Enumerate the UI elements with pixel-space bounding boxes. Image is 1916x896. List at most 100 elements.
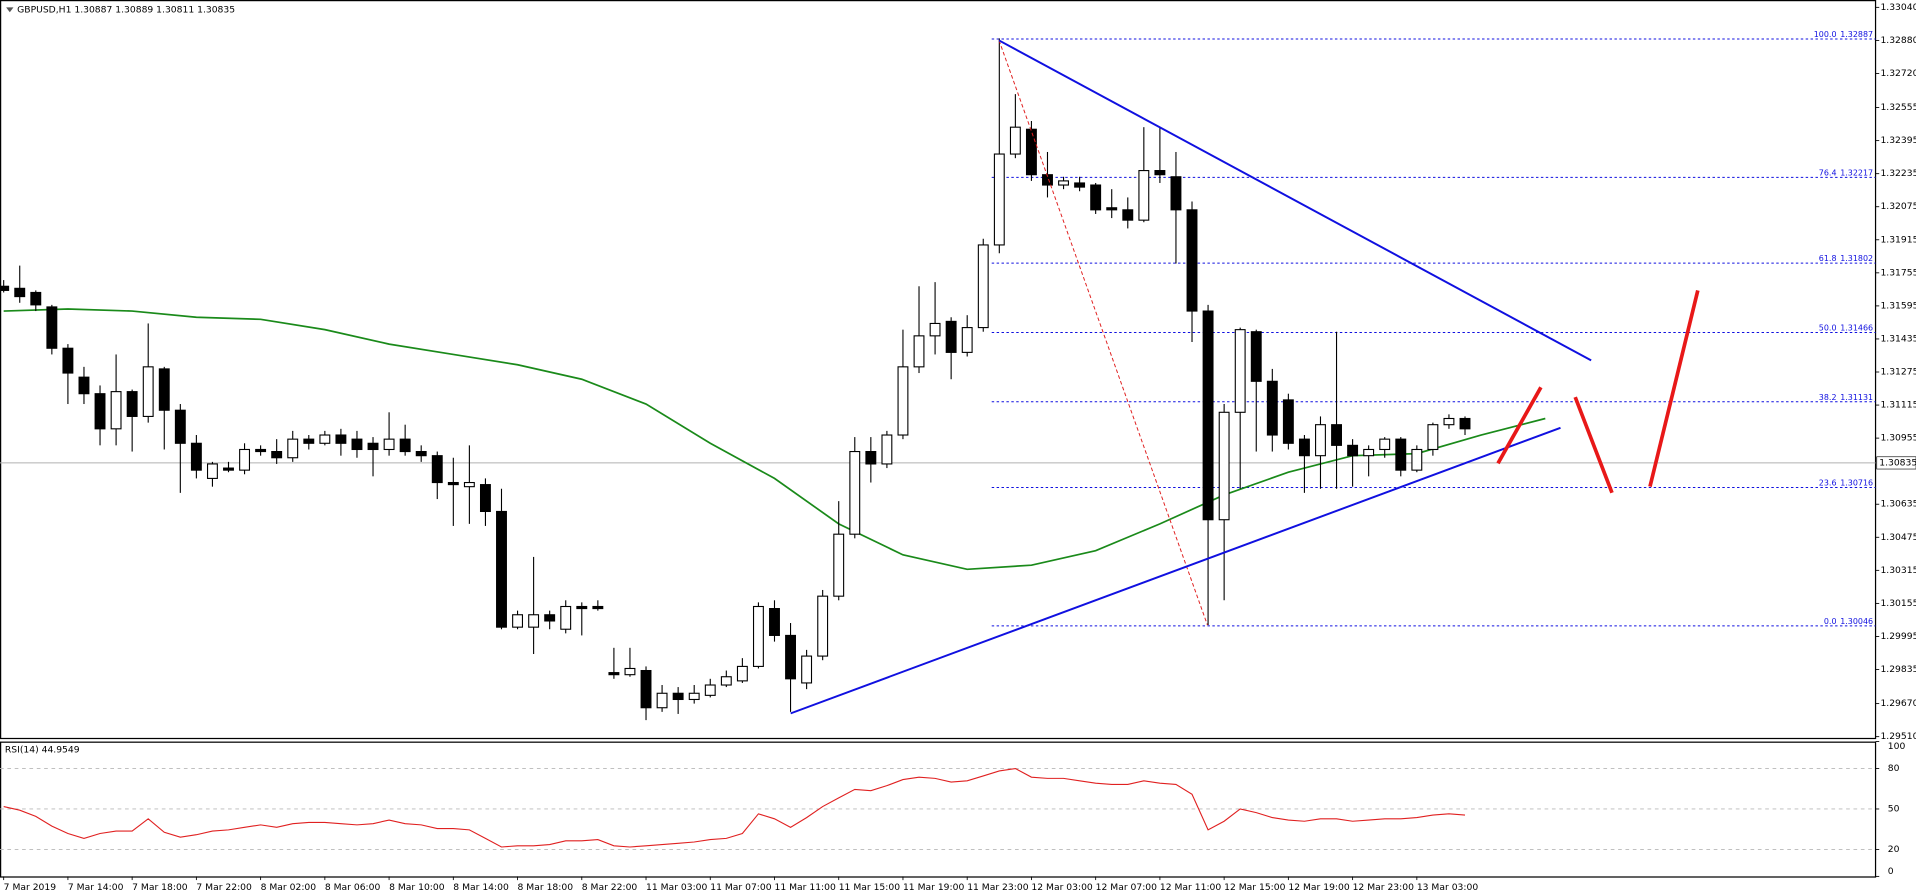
fib-label: 38.2 1.31131 <box>1819 392 1873 401</box>
bull-candle <box>704 684 716 696</box>
bull-candle <box>1315 424 1326 457</box>
bull-candle <box>1218 411 1230 521</box>
bear-candle <box>1298 438 1310 457</box>
bull-candle <box>1234 329 1246 413</box>
bear-candle <box>1202 310 1214 521</box>
bear-candle <box>1090 184 1102 211</box>
rsi-line <box>3 767 1466 848</box>
bull-candle <box>833 533 845 597</box>
support-trendline <box>790 426 1561 715</box>
rsi-tick-label: 80 <box>1888 763 1900 774</box>
moving-average <box>3 308 1546 571</box>
bear-candle <box>126 391 138 417</box>
y-tick-label: 1.31915 <box>1880 234 1916 245</box>
y-tick-label: 1.30315 <box>1880 565 1916 576</box>
bear-candle <box>592 605 604 610</box>
y-tick-label: 1.31595 <box>1880 300 1916 311</box>
bear-candle <box>769 608 780 636</box>
chart-title: GBPUSD,H1 1.30887 1.30889 1.30811 1.3083… <box>17 4 235 15</box>
fib-diagonal <box>998 40 1208 626</box>
bull-candle <box>624 667 636 676</box>
fib-price: 1.30046 <box>1840 617 1873 626</box>
y-tick-label: 1.30635 <box>1880 499 1916 510</box>
bull-candle <box>688 692 700 701</box>
bear-candle <box>1395 438 1407 471</box>
bull-candle <box>881 434 893 465</box>
y-tick-label: 1.33040 <box>1880 2 1916 13</box>
bear-candle <box>0 285 10 291</box>
rsi-label: RSI(14) 44.9549 <box>5 745 80 756</box>
bear-candle <box>14 287 26 298</box>
y-tick-label: 1.29510 <box>1880 731 1916 742</box>
bear-candle <box>46 306 58 349</box>
bull-candle <box>110 391 122 430</box>
bear-candle <box>399 438 411 453</box>
bull-candle <box>142 366 154 417</box>
x-tick-label: 8 Mar 18:00 <box>518 882 574 893</box>
fib-price: 1.32887 <box>1840 30 1873 39</box>
x-tick-label: 8 Mar 02:00 <box>261 882 317 893</box>
y-tick-label: 1.32555 <box>1880 102 1916 113</box>
symbol-icon <box>6 7 14 13</box>
forecast-arrow <box>1573 396 1614 494</box>
resistance-trendline <box>998 39 1592 362</box>
x-tick-label: 12 Mar 15:00 <box>1224 882 1286 893</box>
bull-candle <box>817 595 829 657</box>
fib-level: 38.2 <box>1819 392 1837 401</box>
bear-candle <box>544 614 556 622</box>
bull-candle <box>656 692 668 709</box>
x-tick-label: 7 Mar 22:00 <box>196 882 252 893</box>
bear-candle <box>223 467 234 471</box>
bull-candle <box>528 614 540 628</box>
x-tick-label: 12 Mar 23:00 <box>1353 882 1415 893</box>
bull-candle <box>1443 417 1455 426</box>
rsi-tick-label: 20 <box>1888 844 1900 855</box>
bear-candle <box>1347 444 1359 457</box>
rsi-tick-label: 50 <box>1888 803 1900 814</box>
bear-candle <box>945 320 957 353</box>
bull-candle <box>239 448 251 471</box>
x-tick-label: 8 Mar 22:00 <box>582 882 638 893</box>
bull-candle <box>993 153 1005 246</box>
bear-candle <box>496 510 507 628</box>
bull-candle <box>463 481 475 488</box>
y-tick-label: 1.32395 <box>1880 135 1916 146</box>
fib-price: 1.31466 <box>1840 323 1873 332</box>
bull-candle <box>720 676 732 686</box>
bear-candle <box>865 450 877 465</box>
fib-level: 100.0 <box>1814 30 1837 39</box>
y-tick-label: 1.32720 <box>1880 68 1916 79</box>
x-tick-label: 11 Mar 15:00 <box>839 882 901 893</box>
bear-candle <box>672 692 684 701</box>
x-tick-label: 12 Mar 03:00 <box>1031 882 1093 893</box>
y-tick-label: 1.30955 <box>1880 433 1916 444</box>
bear-candle <box>190 442 202 471</box>
bull-candle <box>752 605 764 667</box>
bull-candle <box>206 463 218 479</box>
bear-candle <box>576 605 588 610</box>
bull-candle <box>913 335 925 368</box>
fib-label: 0.0 1.30046 <box>1824 617 1873 626</box>
y-tick-label: 1.29835 <box>1880 664 1916 675</box>
x-tick-label: 11 Mar 03:00 <box>646 882 708 893</box>
bull-candle <box>801 655 813 684</box>
x-tick-label: 11 Mar 23:00 <box>967 882 1029 893</box>
fib-level: 76.4 <box>1819 168 1837 177</box>
fib-label: 50.0 1.31466 <box>1819 323 1873 332</box>
bull-candle <box>1379 438 1391 451</box>
bull-candle <box>736 665 748 682</box>
bull-candle <box>1363 448 1375 457</box>
x-tick-label: 7 Mar 2019 <box>4 882 57 893</box>
x-tick-label: 13 Mar 03:00 <box>1417 882 1479 893</box>
bear-candle <box>335 434 347 444</box>
bear-candle <box>174 409 186 444</box>
bear-candle <box>94 393 106 430</box>
fib-level: 0.0 <box>1824 617 1837 626</box>
fib-price: 1.32217 <box>1840 168 1873 177</box>
bear-candle <box>785 634 797 680</box>
bear-candle <box>1186 209 1198 312</box>
bear-candle <box>1154 170 1166 176</box>
fib-label: 100.0 1.32887 <box>1814 30 1873 39</box>
